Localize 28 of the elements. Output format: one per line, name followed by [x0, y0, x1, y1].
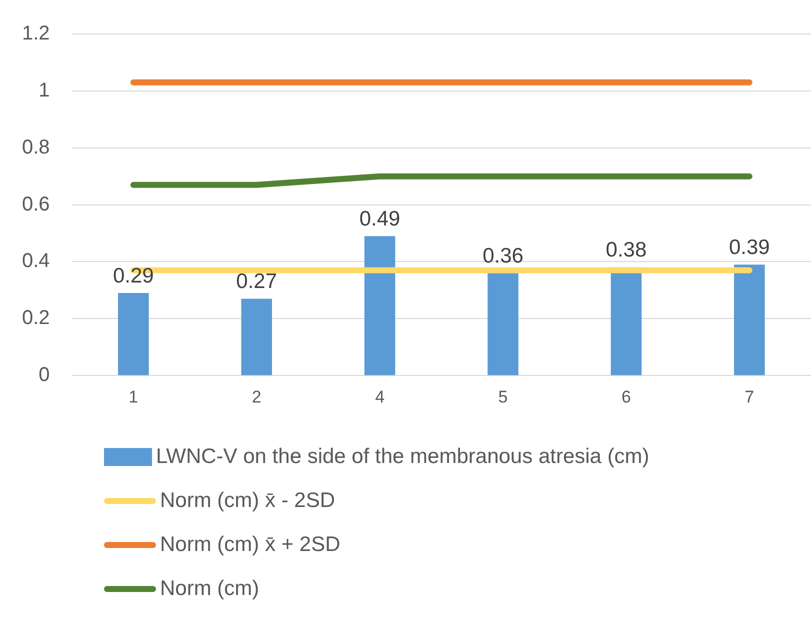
data-label: 0.49 [359, 207, 400, 230]
bar [734, 264, 765, 376]
y-tick-label: 0 [38, 364, 50, 386]
data-label: 0.27 [236, 270, 278, 294]
y-tick-label: 1.2 [22, 22, 50, 45]
x-tick-label: 5 [498, 387, 508, 406]
x-tick-label: 4 [375, 387, 385, 406]
x-tick-label: 6 [621, 387, 631, 406]
bar [364, 236, 396, 376]
legend-label: Norm (cm) x̄ + 2SD [160, 533, 340, 557]
y-tick-label: 0.4 [22, 250, 50, 272]
y-tick-label: 0.6 [22, 193, 50, 216]
legend-label: Norm (cm) [160, 577, 260, 601]
data-label: 0.39 [728, 236, 770, 259]
bar [488, 273, 518, 376]
bar [241, 298, 272, 376]
y-tick-label: 1 [38, 79, 50, 102]
x-tick-label: 1 [128, 387, 138, 406]
legend-label: LWNC-V on the side of the membranous atresia (cm) [156, 445, 650, 469]
x-tick-label: 7 [744, 387, 754, 406]
data-label: 0.38 [606, 238, 647, 262]
data-label: 0.36 [482, 244, 524, 268]
x-tick-label: 2 [252, 387, 262, 406]
bar [118, 293, 149, 376]
y-tick-label: 0.2 [22, 307, 50, 330]
legend-label: Norm (cm) x̄ - 2SD [160, 489, 335, 513]
y-tick-label: 0.8 [22, 136, 50, 158]
data-label: 0.29 [112, 264, 154, 288]
